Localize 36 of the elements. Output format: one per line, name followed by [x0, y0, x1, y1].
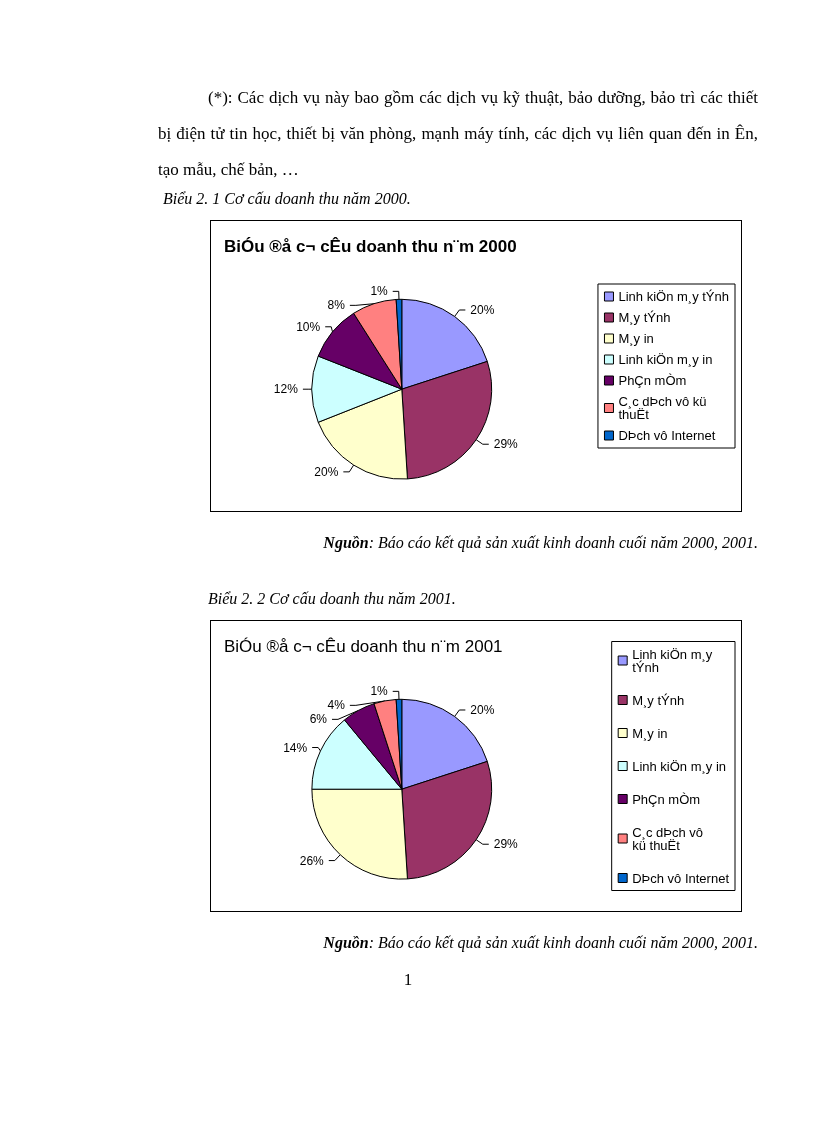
data-label: 6%: [309, 712, 328, 727]
legend-label: Linh kiÖn m¸y tÝnh: [632, 646, 716, 675]
text: Nguồn: Báo cáo kết quả sản xuất kinh doanh cuối năm 2000, 2001.: [322, 533, 758, 554]
data-label: 1%: [370, 684, 389, 699]
legend-label: M¸y tÝnh: [618, 310, 671, 325]
data-label: 26%: [299, 853, 325, 868]
data-label: 10%: [296, 319, 321, 334]
data-label: 14%: [283, 740, 308, 755]
legend-label: C¸c dÞch vô kü thuËt: [618, 394, 711, 422]
legend-label: DÞch vô Internet: [618, 428, 716, 443]
legend-label: M¸y tÝnh: [632, 692, 685, 708]
legend-label: C¸c dÞch vô kü thuËt: [632, 824, 707, 853]
legend-label: M¸y in: [632, 725, 668, 741]
data-label: 29%: [493, 437, 519, 452]
chart-subtitle: Biểu 2. 1 Cơ cấu doanh thu năm 2000.: [163, 190, 412, 208]
legend-label: PhÇn mÒm: [632, 791, 701, 807]
chart-subtitle: Biểu 2. 2 Cơ cấu doanh thu năm 2001.: [208, 590, 457, 608]
data-label: 20%: [470, 303, 495, 317]
legend-label: Linh kiÖn m¸y in: [618, 352, 713, 367]
legend-label: Linh kiÖn m¸y tÝnh: [618, 289, 729, 304]
chart-title: BiÓu ®å c¬ cÊu doanh thu n¨m 2001: [224, 637, 503, 656]
text: Nguồn: Báo cáo kết quả sản xuất kinh doanh cuối năm 2000, 2001.: [322, 933, 758, 954]
data-label: 12%: [273, 382, 299, 397]
data-label: 4%: [327, 698, 346, 713]
text: (*): Các dịch vụ này bao gồm các dịch vụ kỹ thuật, bảo dưỡng, bảo trì các thiết bị điện tử tin học, thiết bị văn phòng, mạnh máy tính, các dịch vụ liên quan đến in Ên, tạo mẫu, chế bản, …: [158, 87, 758, 181]
text: 1: [402, 970, 414, 990]
legend-label: M¸y in: [618, 331, 654, 346]
data-label: 20%: [314, 464, 339, 479]
chart-title: BiÓu ®å c¬ cÊu doanh thu n¨m 2000: [224, 237, 517, 256]
data-label: 20%: [470, 703, 495, 717]
data-label: 1%: [370, 284, 389, 299]
legend-label: DÞch vô Internet: [632, 870, 730, 886]
data-label: 29%: [493, 837, 519, 852]
data-label: 8%: [327, 298, 346, 313]
legend-label: Linh kiÖn m¸y in: [632, 758, 727, 774]
legend-label: PhÇn mÒm: [618, 373, 687, 388]
